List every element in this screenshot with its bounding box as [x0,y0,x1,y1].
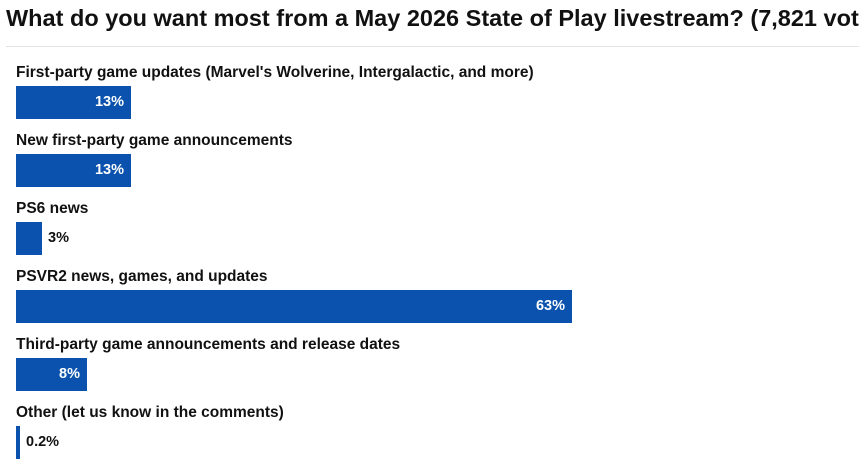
poll-option: Other (let us know in the comments) 0.2% [16,402,859,467]
bar-track: 8% [16,358,859,391]
poll-options: First-party game updates (Marvel's Wolve… [16,62,859,467]
bar [16,86,131,119]
bar-value-label: 8% [59,366,80,382]
option-label: PSVR2 news, games, and updates [16,268,268,285]
option-label: Third-party game announcements and relea… [16,336,401,353]
poll-option: Third-party game announcements and relea… [16,334,859,402]
bar-value-label: 13% [94,94,124,110]
bar-value-label: 0.2% [26,434,60,450]
bar-track: 0.2% [16,426,859,459]
bar-track: 63% [16,290,859,323]
poll-option: New first-party game announcements 13% [16,130,859,198]
poll-option: PSVR2 news, games, and updates 63% [16,266,859,334]
bar-value-label: 13% [94,162,124,178]
bar [16,426,20,459]
option-label: PS6 news [16,200,89,217]
bar-value-label: 63% [535,298,565,314]
option-label: New first-party game announcements [16,132,293,149]
title-divider [6,46,859,47]
option-label: First-party game updates (Marvel's Wolve… [16,64,534,81]
bar-track: 13% [16,154,859,187]
bar-value-label: 3% [48,230,69,246]
poll-title: What do you want most from a May 2026 St… [6,5,859,31]
bar [16,222,42,255]
bar-track: 13% [16,86,859,119]
bar-track: 3% [16,222,859,255]
bar [16,154,131,187]
poll-option: First-party game updates (Marvel's Wolve… [16,62,859,130]
bar [16,358,87,391]
poll-option: PS6 news 3% [16,198,859,266]
option-label: Other (let us know in the comments) [16,404,284,421]
bar [16,290,572,323]
